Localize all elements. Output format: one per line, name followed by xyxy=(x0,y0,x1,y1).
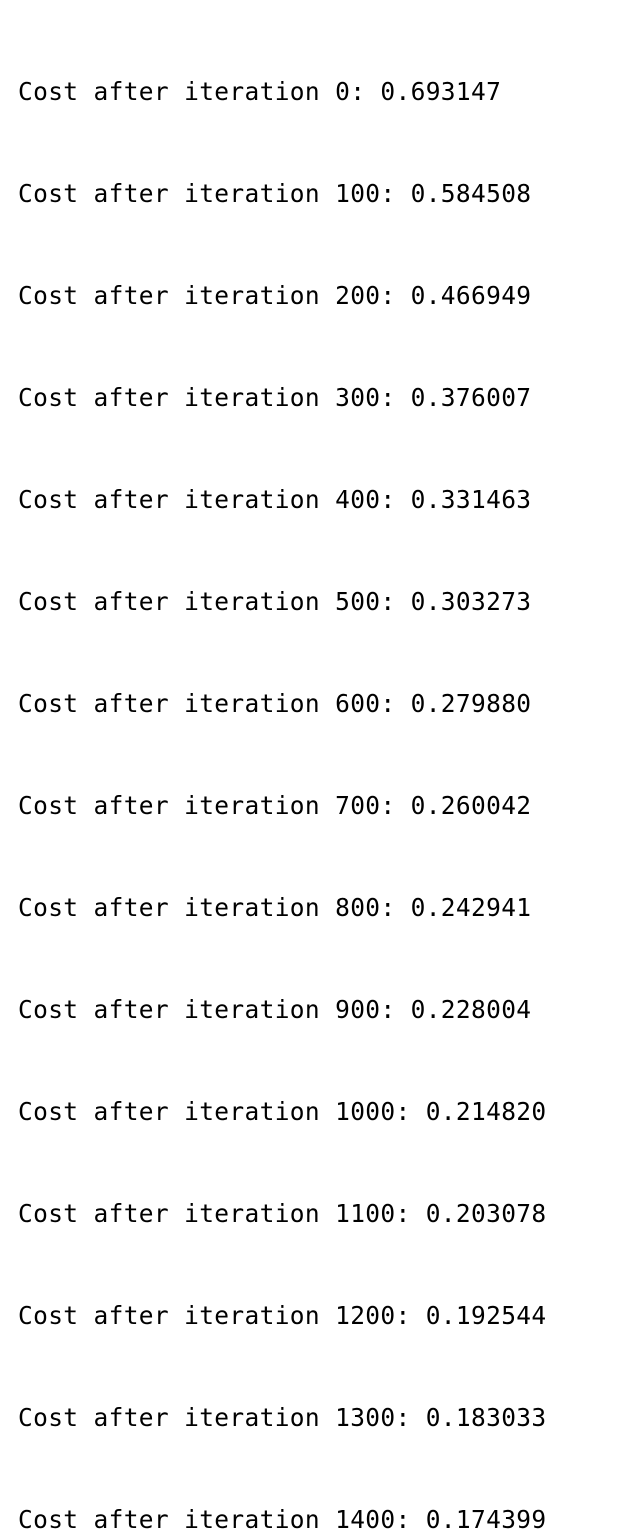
cost-line-iteration-600: Cost after iteration 600: 0.279880 xyxy=(18,689,532,718)
cost-line-iteration-1000: Cost after iteration 1000: 0.214820 xyxy=(18,1097,547,1126)
cost-line-iteration-0: Cost after iteration 0: 0.693147 xyxy=(18,77,502,106)
cost-line-iteration-100: Cost after iteration 100: 0.584508 xyxy=(18,179,532,208)
cost-line-iteration-1200: Cost after iteration 1200: 0.192544 xyxy=(18,1301,547,1330)
cost-line-iteration-200: Cost after iteration 200: 0.466949 xyxy=(18,281,532,310)
cost-line-iteration-500: Cost after iteration 500: 0.303273 xyxy=(18,587,532,616)
console-output: Cost after iteration 0: 0.693147 Cost af… xyxy=(18,7,547,1536)
cost-line-iteration-900: Cost after iteration 900: 0.228004 xyxy=(18,995,532,1024)
cost-line-iteration-1400: Cost after iteration 1400: 0.174399 xyxy=(18,1505,547,1534)
cost-line-iteration-400: Cost after iteration 400: 0.331463 xyxy=(18,485,532,514)
cost-line-iteration-1100: Cost after iteration 1100: 0.203078 xyxy=(18,1199,547,1228)
cost-line-iteration-300: Cost after iteration 300: 0.376007 xyxy=(18,383,532,412)
cost-line-iteration-1300: Cost after iteration 1300: 0.183033 xyxy=(18,1403,547,1432)
cost-line-iteration-800: Cost after iteration 800: 0.242941 xyxy=(18,893,532,922)
cost-line-iteration-700: Cost after iteration 700: 0.260042 xyxy=(18,791,532,820)
